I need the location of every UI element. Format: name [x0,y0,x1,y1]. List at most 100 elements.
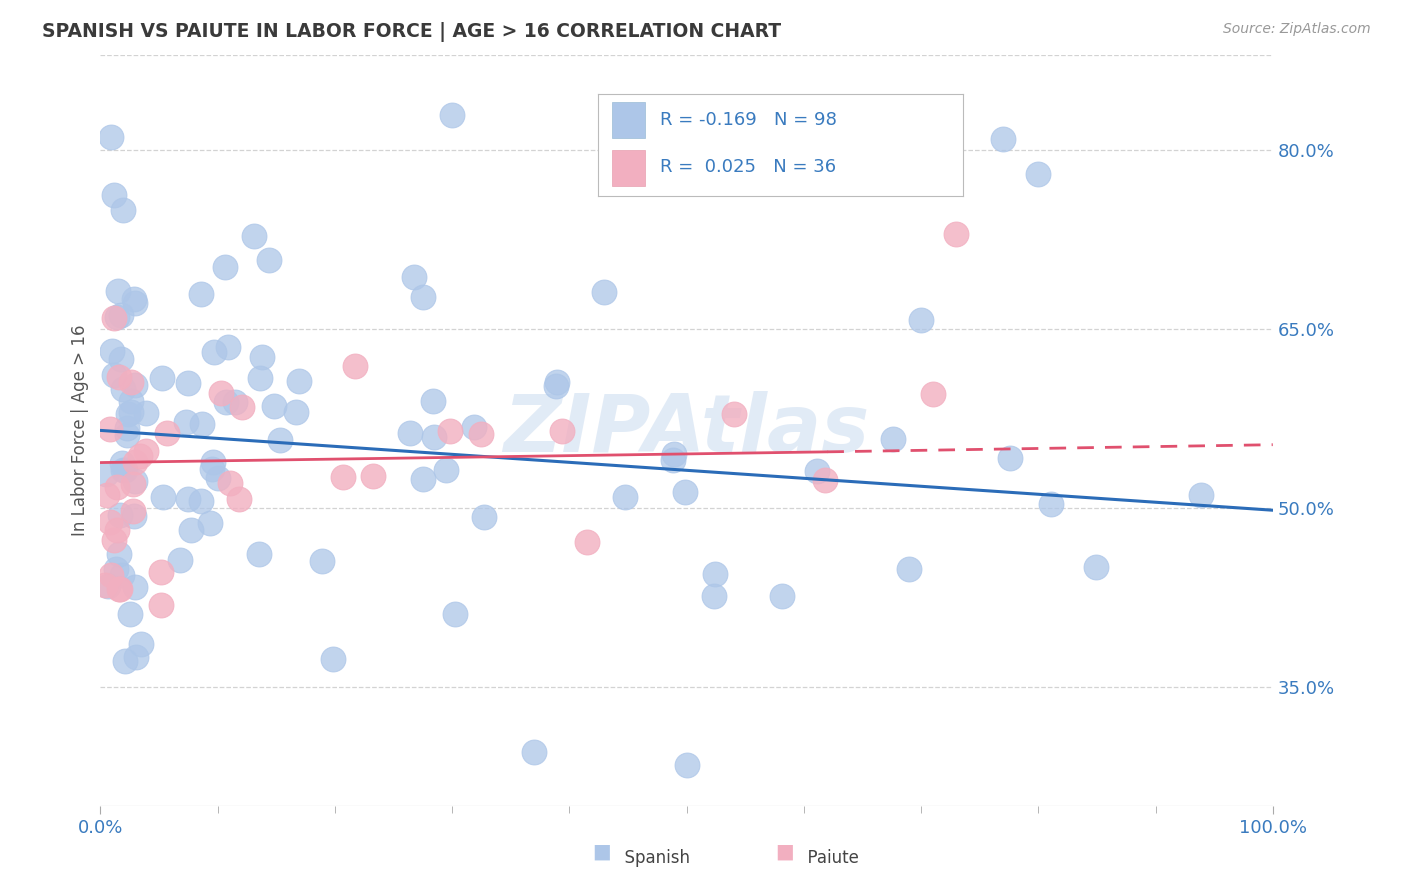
Point [114,463,136,477]
Point [284,404,307,418]
Point [472,509,495,524]
Point [523,745,546,759]
Point [228,492,250,507]
Point [412,289,434,303]
Point [129,449,152,463]
Point [97,579,120,593]
Point [105,310,128,324]
Point [191,417,214,431]
Point [107,548,129,562]
Point [120,394,142,409]
Point [111,456,134,470]
Point [576,535,599,549]
Text: Spanish: Spanish [614,849,690,867]
Point [224,395,246,409]
Point [412,473,434,487]
Y-axis label: In Labor Force | Age > 16: In Labor Force | Age > 16 [72,325,89,536]
Point [249,371,271,385]
Point [101,343,124,358]
Point [945,227,967,241]
Point [343,359,366,374]
Point [332,469,354,483]
Point [111,462,134,476]
Point [1084,560,1107,574]
Text: Paiute: Paiute [797,849,859,867]
Point [103,533,125,547]
Point [551,424,574,438]
Text: R =  0.025   N = 36: R = 0.025 N = 36 [659,158,835,176]
Point [311,554,333,568]
Point [150,371,173,385]
Point [120,607,142,621]
Point [135,406,157,420]
Point [111,382,134,396]
Point [124,474,146,488]
Point [115,428,138,442]
Point [217,340,239,354]
Point [675,758,697,772]
Point [96,488,118,502]
Point [434,463,457,477]
Point [423,430,446,444]
Point [269,434,291,448]
Point [441,108,464,122]
Point [252,350,274,364]
Point [111,203,134,218]
Point [209,386,232,401]
Point [177,376,200,390]
Point [910,312,932,326]
Point [124,377,146,392]
Point [463,420,485,434]
Point [149,598,172,612]
Point [470,427,492,442]
Point [98,515,121,529]
Point [100,130,122,145]
Point [215,395,238,409]
Point [105,524,128,538]
Point [105,562,128,576]
Point [108,582,131,596]
Point [593,285,616,300]
Point [114,654,136,668]
Point [1189,488,1212,502]
Point [198,516,221,531]
Point [190,286,212,301]
Point [263,399,285,413]
Point [117,407,139,421]
Point [94,578,117,592]
Point [111,568,134,582]
Point [207,471,229,485]
Point [124,295,146,310]
Point [897,562,920,576]
Point [122,504,145,518]
Point [546,375,568,389]
Point [662,453,685,467]
Point [156,425,179,440]
Point [214,260,236,274]
Point [129,637,152,651]
Point [243,229,266,244]
Point [96,467,118,481]
Point [1000,450,1022,465]
Point [544,379,567,393]
Point [120,375,142,389]
Point [107,284,129,298]
Point [110,308,132,322]
Point [135,443,157,458]
Point [247,547,270,561]
Point [124,580,146,594]
Text: ▪: ▪ [773,838,794,867]
Point [190,494,212,508]
Point [105,480,128,494]
Text: ▪: ▪ [591,838,612,867]
Point [921,386,943,401]
Point [770,589,793,603]
Text: ZIPAtlas: ZIPAtlas [503,392,870,469]
Point [882,432,904,446]
Point [399,425,422,440]
Point [201,461,224,475]
Point [814,473,837,487]
Point [100,567,122,582]
Point [202,345,225,359]
Point [107,369,129,384]
